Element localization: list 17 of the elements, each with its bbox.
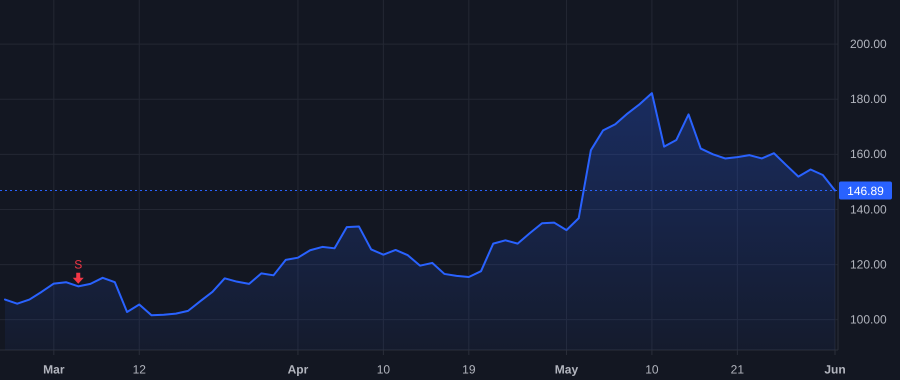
ref-line-label: 146.89 xyxy=(847,184,884,198)
x-tick-label: 10 xyxy=(376,362,390,377)
x-tick-label: Apr xyxy=(288,362,309,377)
x-tick-label: 19 xyxy=(462,362,476,377)
x-tick-label: 10 xyxy=(645,362,659,377)
x-tick-label: Mar xyxy=(43,362,65,377)
series-label: S xyxy=(74,258,82,272)
y-tick-label: 140.00 xyxy=(850,202,888,216)
x-tick-label: 12 xyxy=(132,362,146,377)
y-tick-label: 200.00 xyxy=(850,36,888,51)
y-tick-label: 160.00 xyxy=(850,147,888,162)
y-tick-label: 180.00 xyxy=(850,92,888,106)
y-tick-label: 100.00 xyxy=(850,312,888,327)
x-tick-label: May xyxy=(554,362,578,377)
y-tick-label: 120.00 xyxy=(850,257,888,272)
x-tick-label: Jun xyxy=(824,362,846,377)
x-tick-label: 21 xyxy=(730,362,744,377)
